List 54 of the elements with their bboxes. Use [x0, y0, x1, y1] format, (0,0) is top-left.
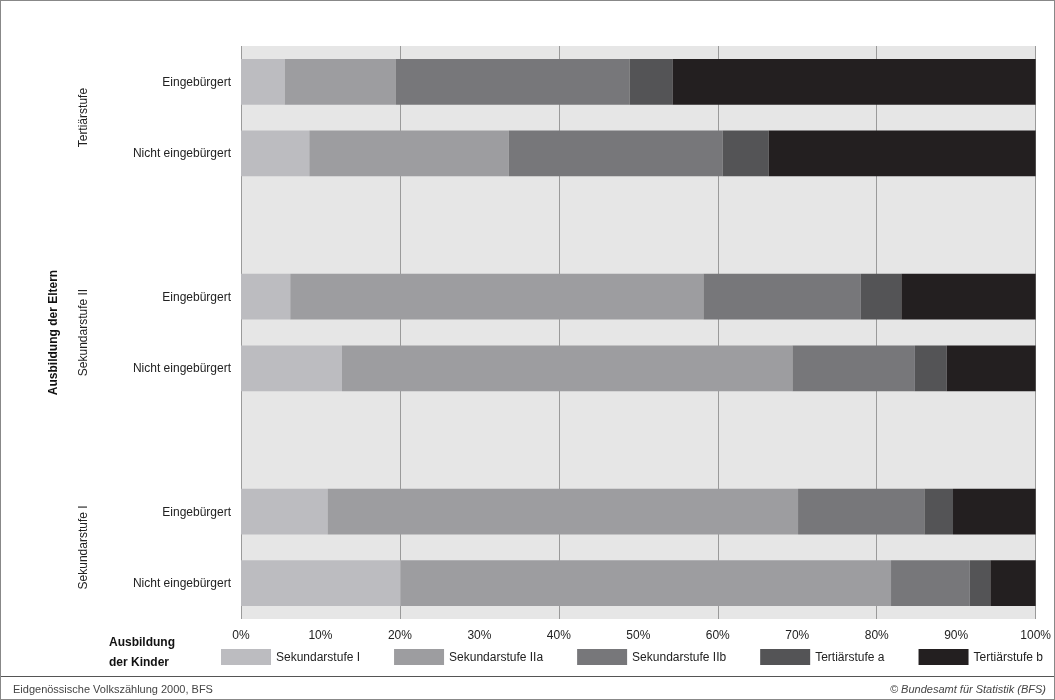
y-tick-label: Eingebürgert	[162, 289, 232, 304]
x-tick-label: 100%	[1020, 628, 1052, 642]
text: © Bundesamt für Statistik (BFS)	[889, 682, 1047, 695]
bar	[792, 345, 915, 392]
bar	[924, 488, 954, 535]
x-tick-label: 50%	[626, 628, 651, 642]
legend-label: Sekundarstufe IIa	[449, 650, 544, 664]
bar	[672, 58, 1036, 105]
text: Ausbildung der Eltern	[46, 269, 60, 396]
bar	[284, 58, 396, 105]
bar	[241, 130, 310, 177]
bar	[768, 130, 1036, 177]
legend-label: Sekundarstufe I	[276, 650, 361, 664]
x-tick-label: 10%	[308, 628, 333, 642]
x-tick-label: 20%	[387, 628, 413, 642]
bar	[953, 488, 1036, 535]
bar	[946, 345, 1036, 392]
x-tick-label: 60%	[705, 628, 731, 642]
bar	[241, 58, 285, 105]
y-tick-label: Eingebürgert	[162, 504, 232, 519]
bar	[891, 560, 970, 607]
x-tick-label: 70%	[785, 628, 810, 642]
text: Sekundarstufe II	[76, 288, 90, 377]
legend-title: Ausbildung der Kinder	[109, 635, 175, 669]
bar	[990, 560, 1036, 607]
bar	[241, 488, 328, 535]
x-tick-label: 30%	[467, 628, 492, 642]
text: Eidgenössische Volkszählung 2000, BFS	[13, 682, 213, 695]
text: Tertiärstufe	[76, 87, 90, 148]
legend-label: Tertiärstufe b	[973, 650, 1044, 664]
bar	[722, 130, 769, 177]
legend-label: Tertiärstufe a	[815, 650, 885, 664]
bar	[508, 130, 723, 177]
bar	[241, 560, 401, 607]
text: Sekundarstufe I	[76, 505, 90, 590]
y-tick-label: Nicht eingebürgert	[132, 361, 232, 376]
bar	[798, 488, 925, 535]
bar	[629, 58, 673, 105]
bar	[703, 273, 861, 320]
y-tick-label: Nicht eingebürgert	[132, 146, 232, 161]
bar	[969, 560, 991, 607]
x-tick-label: 40%	[546, 628, 572, 642]
bar	[860, 273, 902, 320]
bar	[901, 273, 1036, 320]
bar	[914, 345, 947, 392]
bar	[241, 345, 342, 392]
x-tick-label: 90%	[944, 628, 969, 642]
y-tick-label: Nicht eingebürgert	[132, 576, 232, 591]
x-tick-label: 0%	[232, 628, 250, 642]
x-tick-label: 80%	[864, 628, 890, 642]
bar	[241, 273, 291, 320]
bar	[395, 58, 630, 105]
y-tick-label: Eingebürgert	[162, 74, 232, 89]
legend-label: Sekundarstufe IIb	[632, 650, 727, 664]
